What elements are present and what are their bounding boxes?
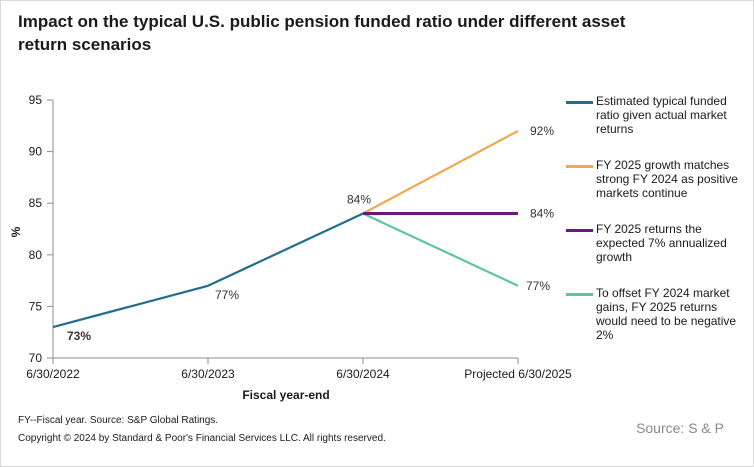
- x-tick-label: 6/30/2023: [181, 367, 235, 381]
- y-tick-label: 70: [29, 351, 43, 365]
- legend-swatch: [566, 293, 593, 296]
- legend-label: FY 2025 returns the expected 7% annualiz…: [596, 222, 727, 264]
- series-line-2: [362, 129, 519, 215]
- legend-swatch: [566, 101, 593, 104]
- data-label: 92%: [530, 124, 554, 138]
- y-tick-label: 95: [29, 93, 43, 107]
- data-label: 77%: [526, 279, 550, 293]
- legend-label: FY 2025 growth matches strong FY 2024 as…: [596, 158, 738, 200]
- y-tick-label: 85: [29, 196, 43, 210]
- data-label: 77%: [215, 288, 239, 302]
- series-line-1: [52, 212, 364, 329]
- legend-label: Estimated typical funded ratio given act…: [596, 94, 727, 136]
- y-tick-label: 75: [29, 299, 43, 313]
- data-label: 84%: [530, 207, 554, 221]
- footnote: FY--Fiscal year. Source: S&P Global Rati…: [18, 415, 219, 426]
- legend-swatch: [566, 165, 593, 168]
- axes: 70 75 80 85 90 95 6/30/2022 6/30/2023 6/30/2024 P…: [26, 93, 572, 381]
- y-axis-label: %: [9, 226, 23, 237]
- x-tick-label: 6/30/2022: [26, 367, 80, 381]
- x-axis-label: Fiscal year-end: [242, 388, 329, 402]
- chart-title: Impact on the typical U.S. public pensio…: [18, 12, 626, 54]
- source-label: Source: S & P: [636, 420, 724, 436]
- x-tick-label: 6/30/2024: [336, 367, 390, 381]
- data-label: 84%: [347, 193, 371, 207]
- series-line-4: [362, 212, 519, 287]
- series-lines: [52, 129, 519, 329]
- x-tick-label: Projected 6/30/2025: [464, 367, 572, 381]
- copyright-text: Copyright © 2024 by Standard & Poor's Fi…: [18, 433, 386, 444]
- legend-label: To offset FY 2024 market gains, FY 2025 …: [596, 286, 737, 342]
- data-label: 73%: [67, 329, 91, 343]
- data-labels: 73% 77% 84% 92% 84% 77%: [67, 124, 554, 343]
- y-tick-label: 80: [29, 248, 43, 262]
- legend-swatch: [566, 229, 593, 232]
- y-tick-label: 90: [29, 145, 43, 159]
